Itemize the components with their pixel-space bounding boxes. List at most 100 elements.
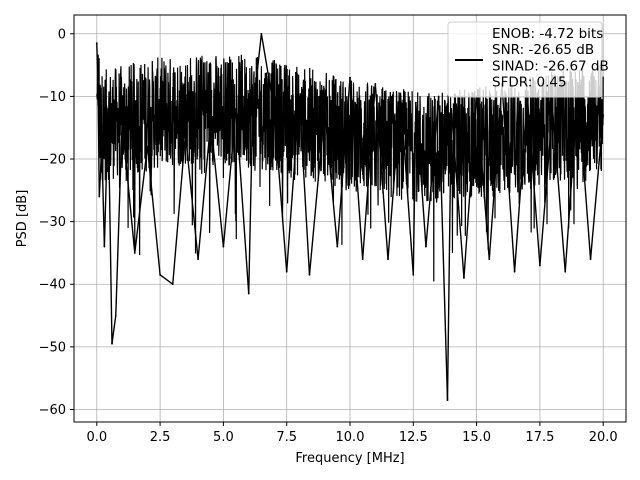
- psd-point: [323, 108, 326, 110]
- psd-point: [251, 114, 254, 117]
- psd-noise-trace: [96, 54, 604, 282]
- psd-segment: [475, 96, 490, 260]
- psd-segment: [97, 90, 101, 197]
- psd-point: [197, 258, 199, 261]
- x-tick-label: 20.0: [589, 430, 618, 445]
- psd-segment: [159, 274, 174, 285]
- y-tick-label: −50: [39, 340, 66, 355]
- psd-segment: [374, 83, 389, 260]
- psd-segment: [415, 102, 427, 247]
- legend-line-sfdr: SFDR: 0.45: [492, 75, 567, 91]
- psd-point: [97, 89, 99, 92]
- psd-segment: [184, 133, 199, 260]
- x-tick-label: 15.0: [462, 430, 491, 445]
- psd-point: [450, 108, 453, 110]
- y-tick-label: −10: [39, 90, 66, 105]
- y-axis-ticks: 0 −10 −20 −30 −40 −50 −60: [39, 27, 74, 418]
- psd-point: [349, 76, 351, 79]
- psd-point: [121, 120, 124, 123]
- psd-segment: [273, 108, 288, 272]
- x-tick-label: 10.0: [336, 430, 365, 445]
- y-tick-label: −30: [39, 215, 66, 230]
- psd-segment: [248, 115, 254, 294]
- y-tick-label: −20: [39, 153, 66, 168]
- psd-segment: [463, 96, 478, 279]
- psd-segment: [101, 146, 106, 247]
- psd-point: [414, 101, 417, 104]
- psd-segment: [412, 102, 417, 275]
- legend-line-sinad: SINAD: -26.67 dB: [492, 58, 609, 74]
- psd-segment: [96, 43, 99, 91]
- psd-point: [463, 277, 465, 279]
- legend: ENOB: -4.72 bits SNR: -26.65 dB SINAD: -…: [447, 21, 609, 98]
- psd-segment: [103, 108, 109, 247]
- psd-segment: [111, 315, 117, 344]
- y-tick-label: −40: [39, 278, 66, 293]
- psd-point: [425, 245, 427, 248]
- psd-point: [412, 273, 415, 276]
- psd-point: [298, 95, 301, 98]
- psd-segment: [446, 108, 452, 401]
- psd-point: [551, 108, 554, 110]
- psd-point: [589, 258, 592, 261]
- legend-box: [447, 21, 603, 98]
- psd-segment: [425, 96, 440, 247]
- psd-point: [387, 258, 389, 261]
- psd-segment: [134, 146, 149, 254]
- psd-point: [374, 82, 377, 85]
- psd-point: [446, 399, 449, 401]
- psd-point: [98, 195, 101, 198]
- psd-point: [95, 42, 98, 45]
- psd-point: [602, 114, 605, 117]
- x-tick-label: 2.5: [150, 430, 171, 445]
- y-axis-label: PSD [dB]: [15, 190, 30, 248]
- x-axis-label: Frequency [MHz]: [295, 451, 404, 466]
- psd-point: [184, 133, 187, 135]
- x-tick-label: 5.0: [213, 430, 234, 445]
- legend-line-enob: ENOB: -4.72 bits: [492, 26, 603, 42]
- psd-point: [285, 270, 288, 273]
- psd-point: [111, 342, 113, 345]
- psd-point: [171, 283, 174, 286]
- psd-segment: [222, 108, 237, 247]
- psd-segment: [323, 108, 339, 247]
- psd-point: [361, 258, 364, 261]
- psd-point: [437, 95, 440, 98]
- legend-line-snr: SNR: -26.65 dB: [492, 42, 594, 58]
- psd-segment: [539, 108, 554, 266]
- psd-point: [260, 32, 263, 35]
- psd-segment: [285, 96, 301, 272]
- psd-point: [159, 273, 161, 276]
- psd-segment: [107, 108, 113, 344]
- psd-segment: [298, 96, 311, 275]
- psd-segment: [260, 33, 275, 110]
- psd-point: [209, 120, 212, 123]
- psd-point: [133, 252, 136, 254]
- psd-segment: [251, 33, 263, 116]
- y-tick-label: 0: [58, 27, 66, 42]
- y-tick-label: −60: [39, 403, 66, 418]
- psd-segment: [210, 121, 225, 247]
- psd-segment: [437, 96, 449, 401]
- psd-segment: [513, 96, 528, 272]
- psd-point: [488, 258, 491, 261]
- psd-noise-path: [96, 54, 604, 282]
- x-tick-label: 0.0: [86, 430, 107, 445]
- psd-segment: [564, 90, 579, 272]
- x-axis-ticks: 0.0 2.5 5.0 7.5 10.0 12.5 15.0 17.5 20.0: [86, 422, 618, 445]
- psd-point: [513, 270, 516, 273]
- psd-point: [273, 108, 275, 110]
- psd-point: [146, 145, 149, 148]
- psd-segment: [450, 108, 465, 279]
- psd-segment: [577, 90, 592, 260]
- psd-segment: [589, 115, 604, 260]
- x-tick-label: 12.5: [399, 430, 428, 445]
- psd-segment: [526, 96, 541, 266]
- psd-point: [235, 108, 237, 110]
- psd-point: [114, 314, 117, 317]
- psd-segment: [501, 83, 516, 272]
- psd-segment: [551, 108, 566, 272]
- psd-segment: [349, 77, 364, 260]
- psd-point: [308, 273, 311, 276]
